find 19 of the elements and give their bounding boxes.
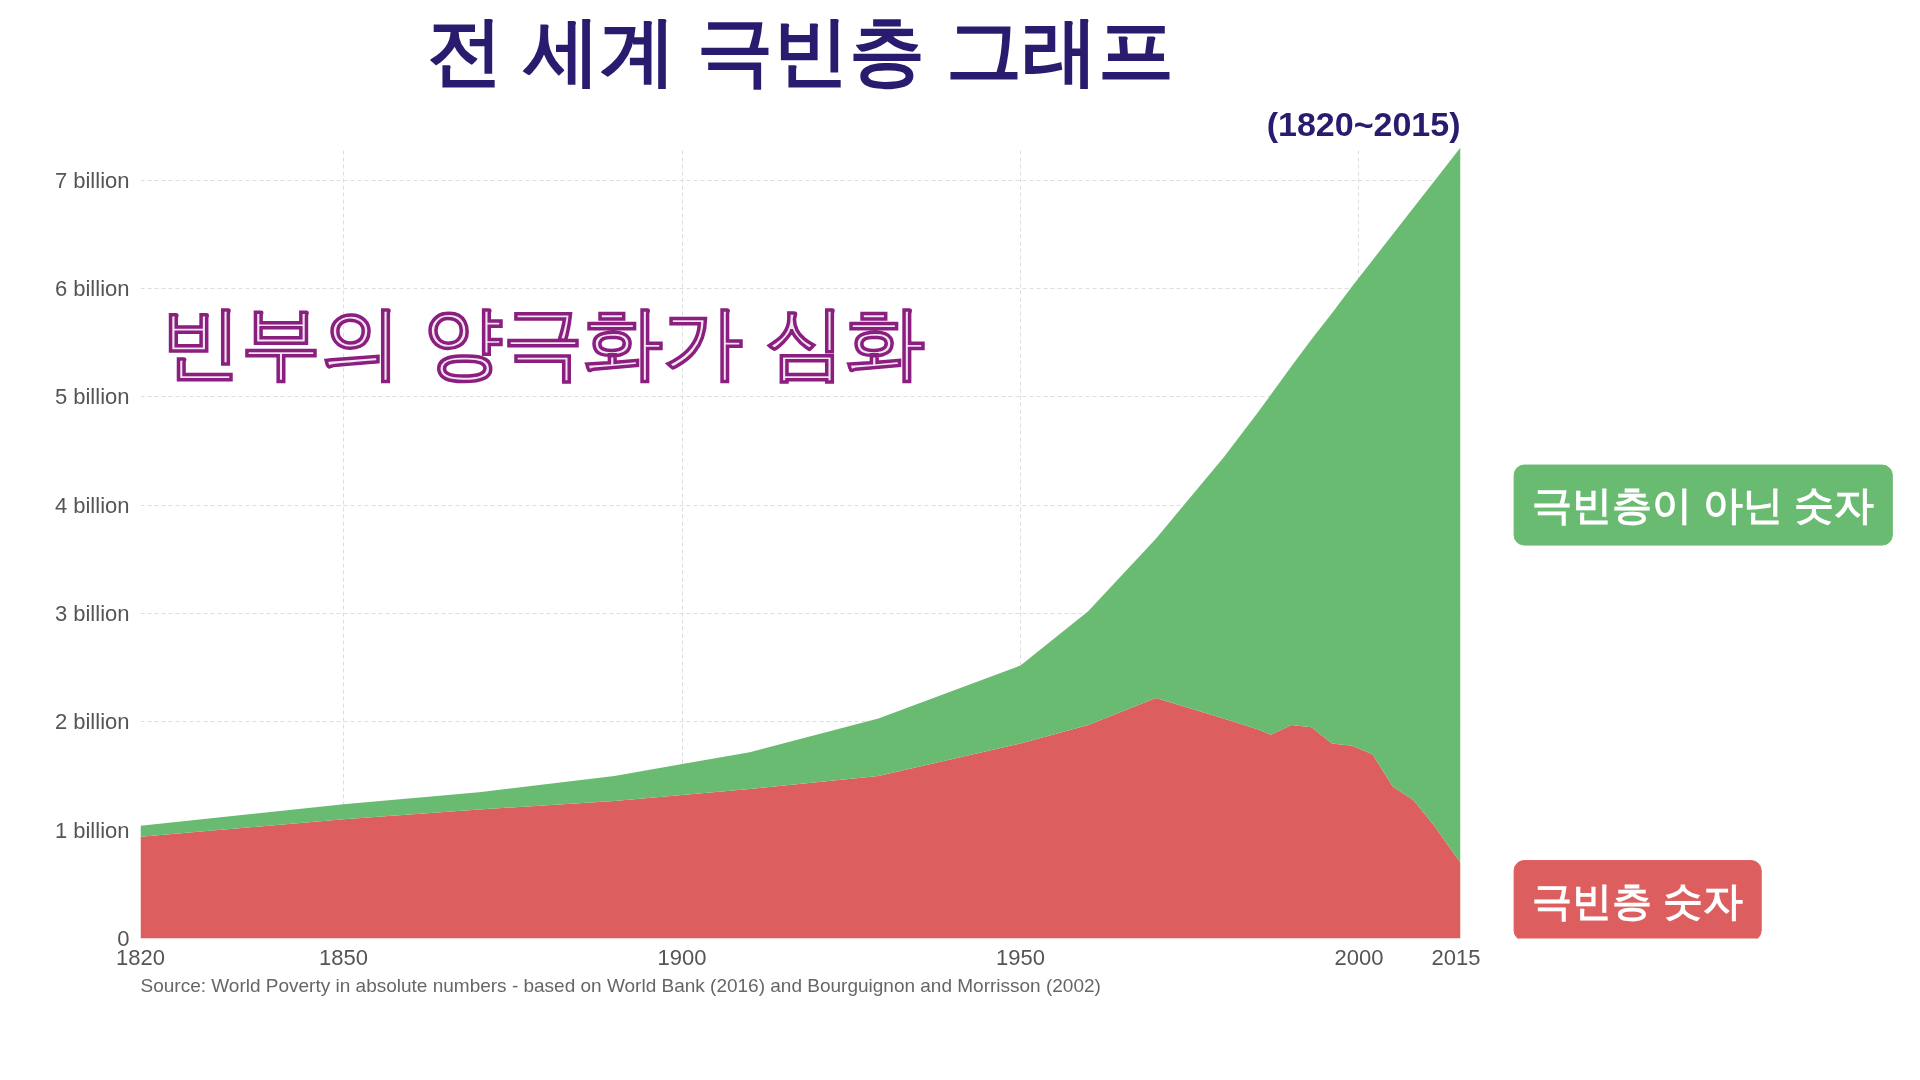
x-tick-label: 2000 xyxy=(1334,944,1384,970)
y-tick-label: 2 billion xyxy=(54,709,130,735)
source-note: Source: World Poverty in absolute numbers - based on World Bank (2016) and Bourguignon and Morrisson (2002) xyxy=(140,974,1101,996)
y-tick-label: 3 billion xyxy=(54,600,130,626)
x-tick-label: 2015 xyxy=(1431,944,1481,970)
y-tick-label: 0 xyxy=(117,926,130,951)
x-tick-label: 1900 xyxy=(657,944,707,970)
series-label: 극빈층이 아닌 숫자 xyxy=(1532,483,1875,528)
chart-title: 전 세계 극빈층 그래프 xyxy=(426,7,1175,93)
y-tick-label: 7 billion xyxy=(54,167,130,193)
y-tick-label: 1 billion xyxy=(54,817,130,843)
x-tick-label: 1850 xyxy=(319,944,369,970)
y-tick-label: 6 billion xyxy=(54,275,130,301)
series-label: 극빈층 숫자 xyxy=(1532,878,1744,923)
y-tick-label: 5 billion xyxy=(54,384,130,410)
x-tick-label: 1950 xyxy=(996,944,1045,970)
chart-subtitle: (1820~2015) xyxy=(1266,104,1461,143)
y-tick-label: 4 billion xyxy=(54,492,130,518)
annotation: 빈부의 양극화가 심화 xyxy=(160,297,925,387)
